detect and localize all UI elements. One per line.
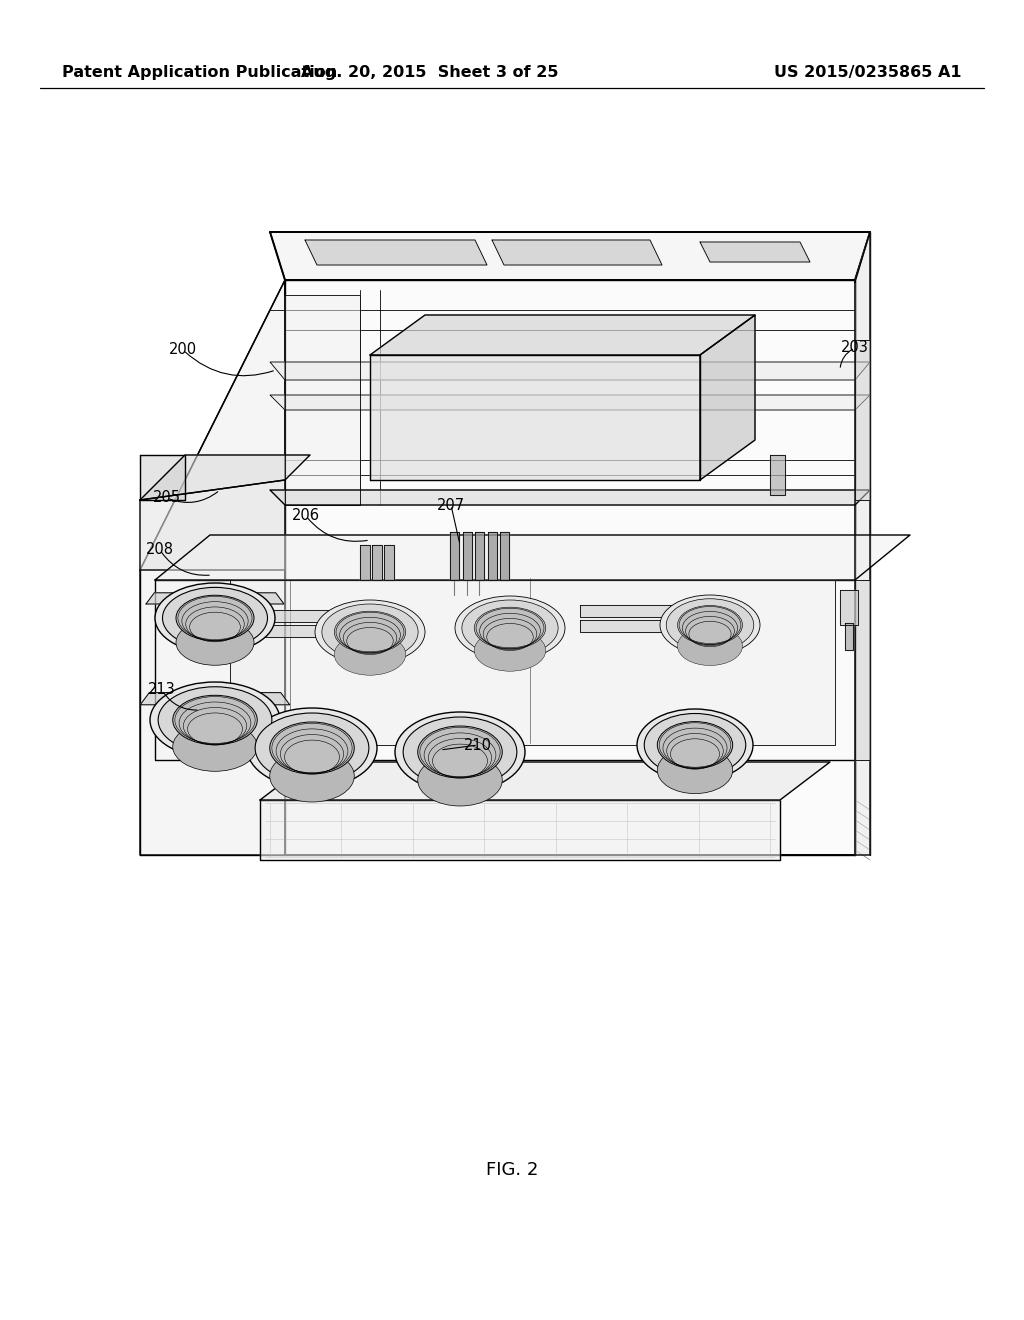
Polygon shape [492,240,662,265]
Polygon shape [770,455,785,495]
Ellipse shape [462,601,558,656]
Polygon shape [270,362,870,380]
Polygon shape [155,579,855,760]
Ellipse shape [678,606,742,644]
Ellipse shape [418,726,502,777]
Polygon shape [700,315,755,480]
Polygon shape [370,315,755,355]
Text: 200: 200 [169,342,197,358]
Polygon shape [285,294,360,506]
Ellipse shape [334,634,406,676]
Polygon shape [855,232,870,855]
Polygon shape [580,605,690,616]
Polygon shape [360,545,370,579]
Polygon shape [372,545,382,579]
Polygon shape [450,532,459,579]
Polygon shape [140,693,290,705]
Ellipse shape [334,611,406,653]
Text: FIG. 2: FIG. 2 [485,1162,539,1179]
Polygon shape [463,532,472,579]
Ellipse shape [176,620,254,665]
Text: 208: 208 [146,543,174,557]
Polygon shape [500,532,509,579]
Ellipse shape [255,713,369,783]
Polygon shape [840,590,858,624]
Polygon shape [155,535,910,579]
Ellipse shape [418,754,502,807]
Ellipse shape [269,750,354,803]
Text: 210: 210 [464,738,492,752]
Ellipse shape [474,630,546,671]
Polygon shape [370,355,700,480]
Polygon shape [270,395,870,411]
Text: 203: 203 [841,341,869,355]
Ellipse shape [150,682,280,758]
Ellipse shape [657,747,733,793]
Ellipse shape [474,607,546,649]
Text: 213: 213 [148,682,176,697]
Ellipse shape [155,583,275,653]
Ellipse shape [678,627,742,665]
Ellipse shape [644,714,745,776]
Polygon shape [285,280,855,855]
Polygon shape [140,455,185,500]
Polygon shape [270,490,870,506]
Ellipse shape [395,711,525,792]
Polygon shape [146,593,284,605]
Polygon shape [855,341,870,500]
Polygon shape [845,623,853,649]
Text: 206: 206 [292,508,319,524]
Ellipse shape [657,722,733,768]
Ellipse shape [315,601,425,664]
Ellipse shape [247,708,377,788]
Ellipse shape [403,717,517,787]
Polygon shape [855,579,870,760]
Polygon shape [140,455,310,500]
Polygon shape [475,532,484,579]
Text: Patent Application Publication: Patent Application Publication [62,66,337,81]
Polygon shape [580,620,690,632]
Polygon shape [260,762,830,800]
Polygon shape [260,800,780,861]
Ellipse shape [637,709,753,781]
Text: 207: 207 [437,498,465,512]
Ellipse shape [173,696,257,744]
Ellipse shape [322,605,418,660]
Ellipse shape [455,597,565,660]
Polygon shape [305,240,487,265]
Ellipse shape [163,587,267,648]
Ellipse shape [269,722,354,774]
Text: Aug. 20, 2015  Sheet 3 of 25: Aug. 20, 2015 Sheet 3 of 25 [301,66,559,81]
Polygon shape [140,480,285,570]
Polygon shape [700,242,810,261]
Ellipse shape [660,595,760,655]
Polygon shape [255,610,360,622]
Text: 205: 205 [153,491,181,506]
Polygon shape [384,545,394,579]
Polygon shape [255,624,360,638]
Text: US 2015/0235865 A1: US 2015/0235865 A1 [774,66,962,81]
Ellipse shape [158,686,272,754]
Polygon shape [230,579,835,744]
Ellipse shape [667,599,754,651]
Polygon shape [140,280,285,855]
Ellipse shape [173,722,257,771]
Ellipse shape [176,595,254,640]
Polygon shape [270,232,870,280]
Polygon shape [488,532,497,579]
